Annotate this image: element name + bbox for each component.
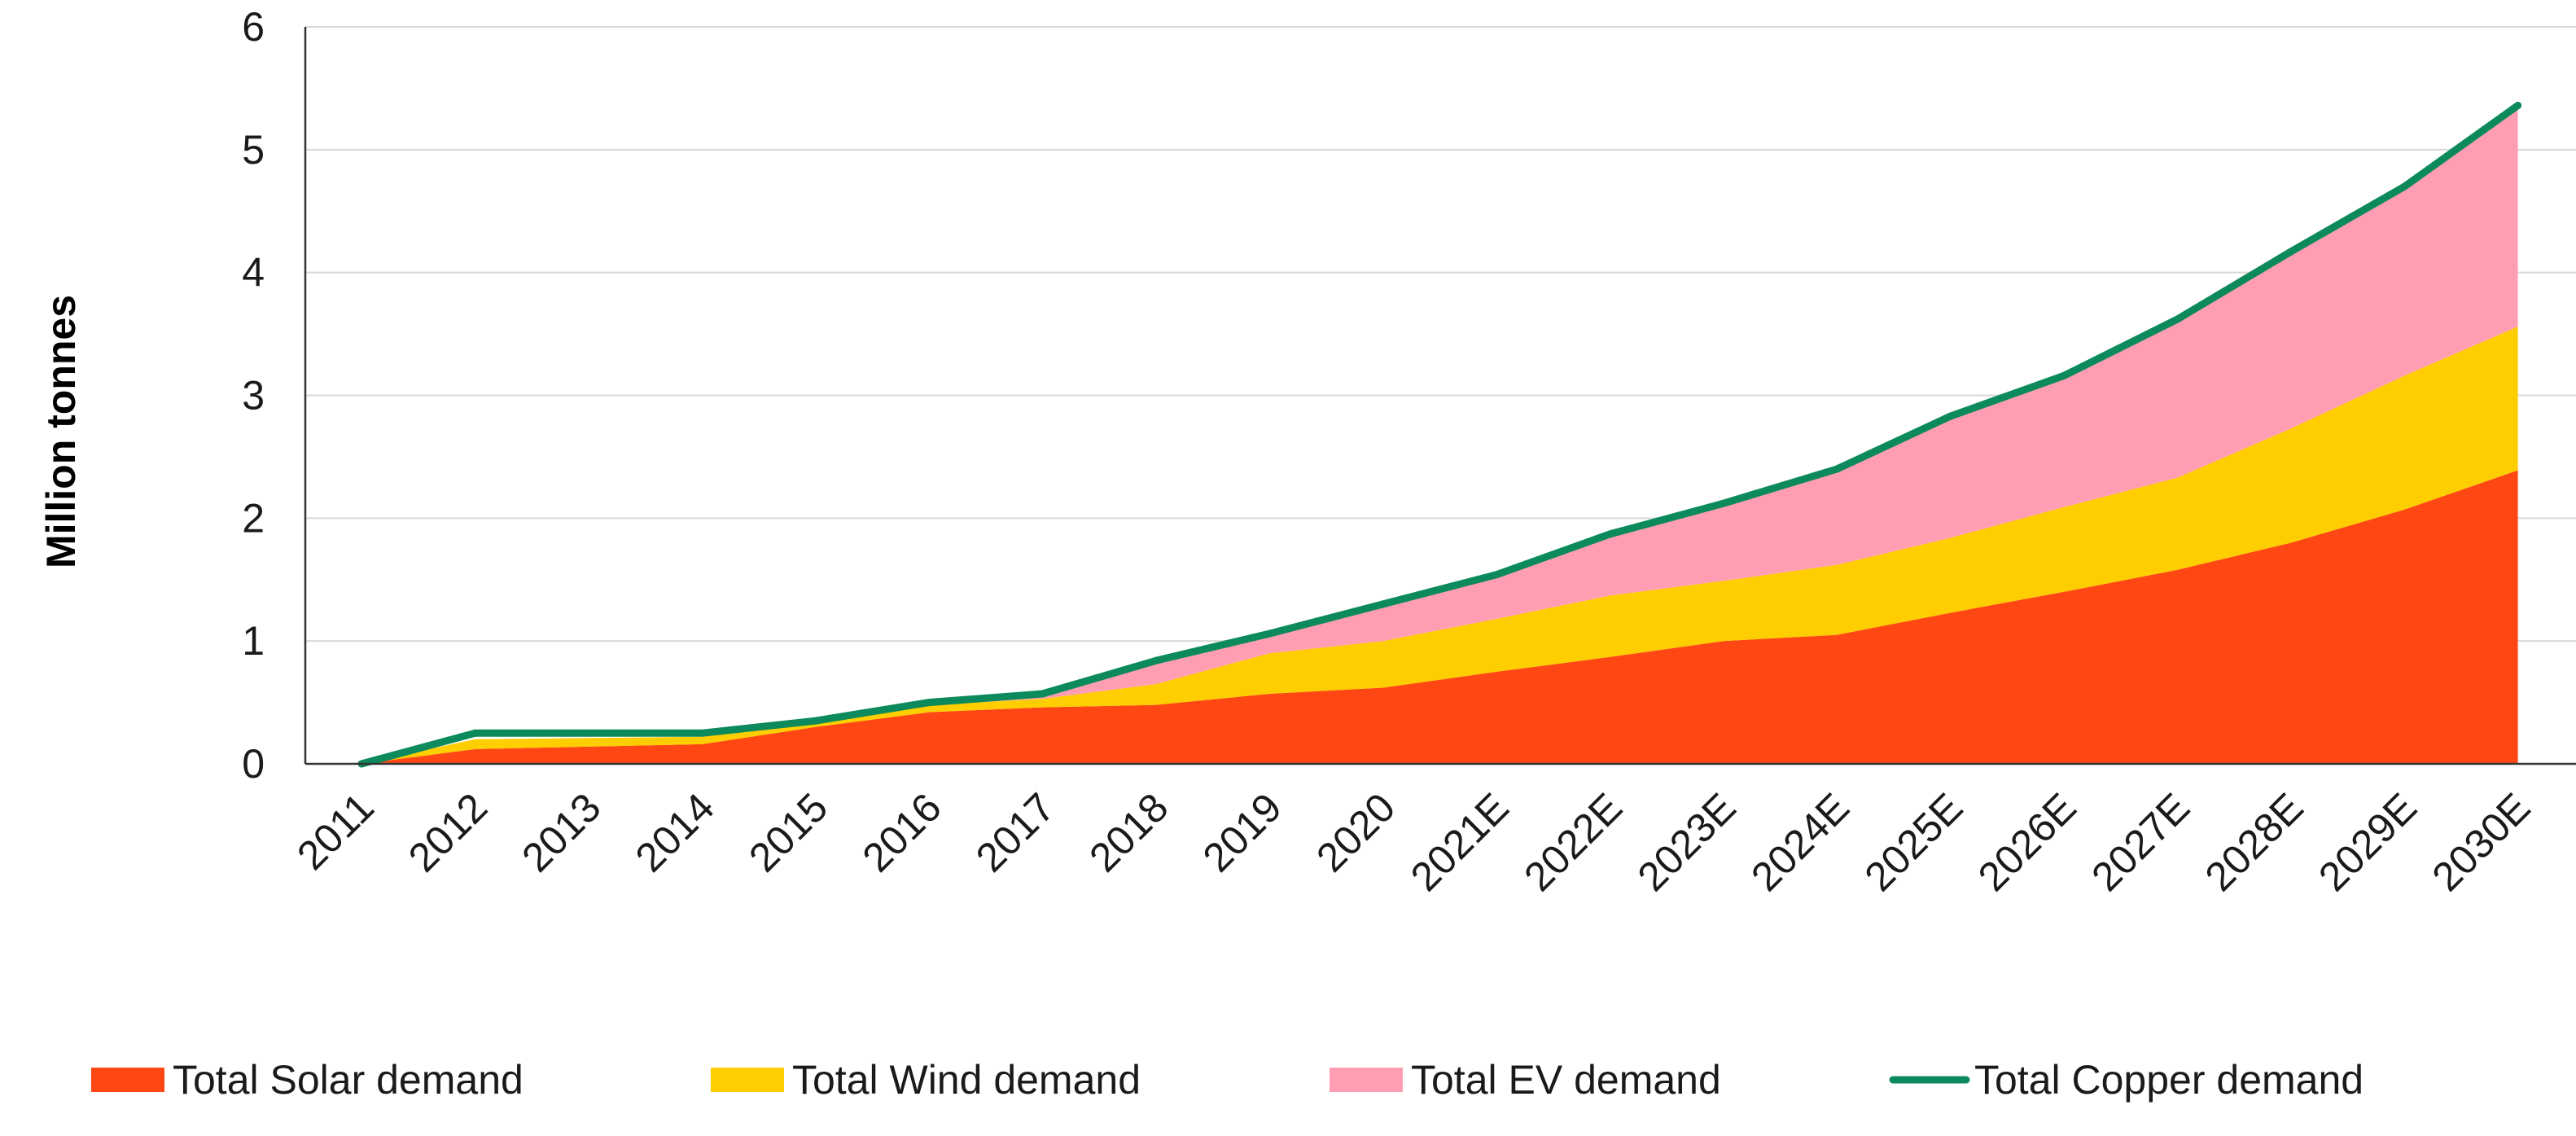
legend-label: Total Copper demand xyxy=(1974,1057,2364,1103)
x-tick-label: 2013 xyxy=(513,784,609,880)
data-point xyxy=(1379,600,1387,608)
data-point xyxy=(698,729,706,737)
data-point xyxy=(812,717,820,725)
x-tick-label: 2014 xyxy=(627,784,723,880)
x-tick-label: 2028E xyxy=(2197,784,2312,900)
y-axis-label: Million tonnes xyxy=(38,295,84,568)
x-tick-label: 2020 xyxy=(1308,784,1404,880)
x-tick-label: 2016 xyxy=(854,784,950,880)
y-tick-label: 1 xyxy=(242,618,265,664)
legend: Total Solar demand Total Wind demand Total… xyxy=(91,1057,2364,1103)
x-tick-label: 2023E xyxy=(1629,784,1745,900)
legend-label: Total Wind demand xyxy=(792,1057,1141,1103)
legend-swatch xyxy=(711,1068,784,1092)
data-point xyxy=(2287,248,2295,256)
area-total-ev-demand xyxy=(361,105,2518,764)
data-point xyxy=(1265,629,1273,638)
x-tick-label: 2017 xyxy=(967,784,1063,880)
y-tick-label: 0 xyxy=(242,741,265,787)
area-total-solar-demand xyxy=(361,470,2518,764)
x-tick-label: 2012 xyxy=(400,784,496,880)
area-series xyxy=(361,105,2518,764)
x-tick-label: 2030E xyxy=(2424,784,2539,900)
y-tick-label: 6 xyxy=(242,4,265,50)
x-tick-label: 2022E xyxy=(1515,784,1631,900)
area-total-wind-demand xyxy=(361,327,2518,764)
data-point xyxy=(2173,315,2181,323)
x-tick-label: 2024E xyxy=(1742,784,1858,900)
legend-swatch xyxy=(1330,1068,1403,1092)
line-total-copper-demand xyxy=(357,102,2522,768)
data-point xyxy=(1606,530,1614,538)
data-point xyxy=(2514,102,2522,110)
data-point xyxy=(471,729,479,737)
data-point xyxy=(1152,656,1160,664)
data-point xyxy=(1947,412,1955,420)
x-tick-label: 2027E xyxy=(2083,784,2198,900)
x-tick-label: 2026E xyxy=(1969,784,2085,900)
data-point xyxy=(1833,465,1841,473)
axes xyxy=(304,27,2576,765)
x-tick-label: 2011 xyxy=(288,784,383,879)
data-point xyxy=(925,699,933,707)
legend-label: Total Solar demand xyxy=(173,1057,524,1103)
line-series xyxy=(357,102,2522,768)
y-tick-label: 4 xyxy=(242,250,265,296)
data-point xyxy=(2400,182,2408,191)
x-tick-label: 2025E xyxy=(1856,784,1972,900)
y-tick-labels: 0 1 2 3 4 5 6 xyxy=(242,4,265,787)
data-point xyxy=(1492,571,1500,579)
legend-label: Total EV demand xyxy=(1411,1057,1721,1103)
x-tick-label: 2018 xyxy=(1080,784,1176,880)
y-tick-label: 2 xyxy=(242,495,265,541)
y-tick-label: 3 xyxy=(242,373,265,419)
x-tick-label: 2029E xyxy=(2310,784,2425,900)
legend-swatch xyxy=(91,1068,164,1092)
x-tick-labels: 2011 2012 2013 2014 2015 2016 2017 2018 2019 2020… xyxy=(288,784,2539,900)
x-tick-label: 2015 xyxy=(740,784,836,880)
x-tick-label: 2021E xyxy=(1402,784,1518,900)
x-tick-label: 2019 xyxy=(1194,784,1290,880)
data-point xyxy=(585,729,593,737)
data-point xyxy=(1038,690,1046,698)
y-tick-label: 5 xyxy=(242,127,265,173)
data-point xyxy=(2060,371,2068,379)
data-point xyxy=(1720,499,1728,507)
